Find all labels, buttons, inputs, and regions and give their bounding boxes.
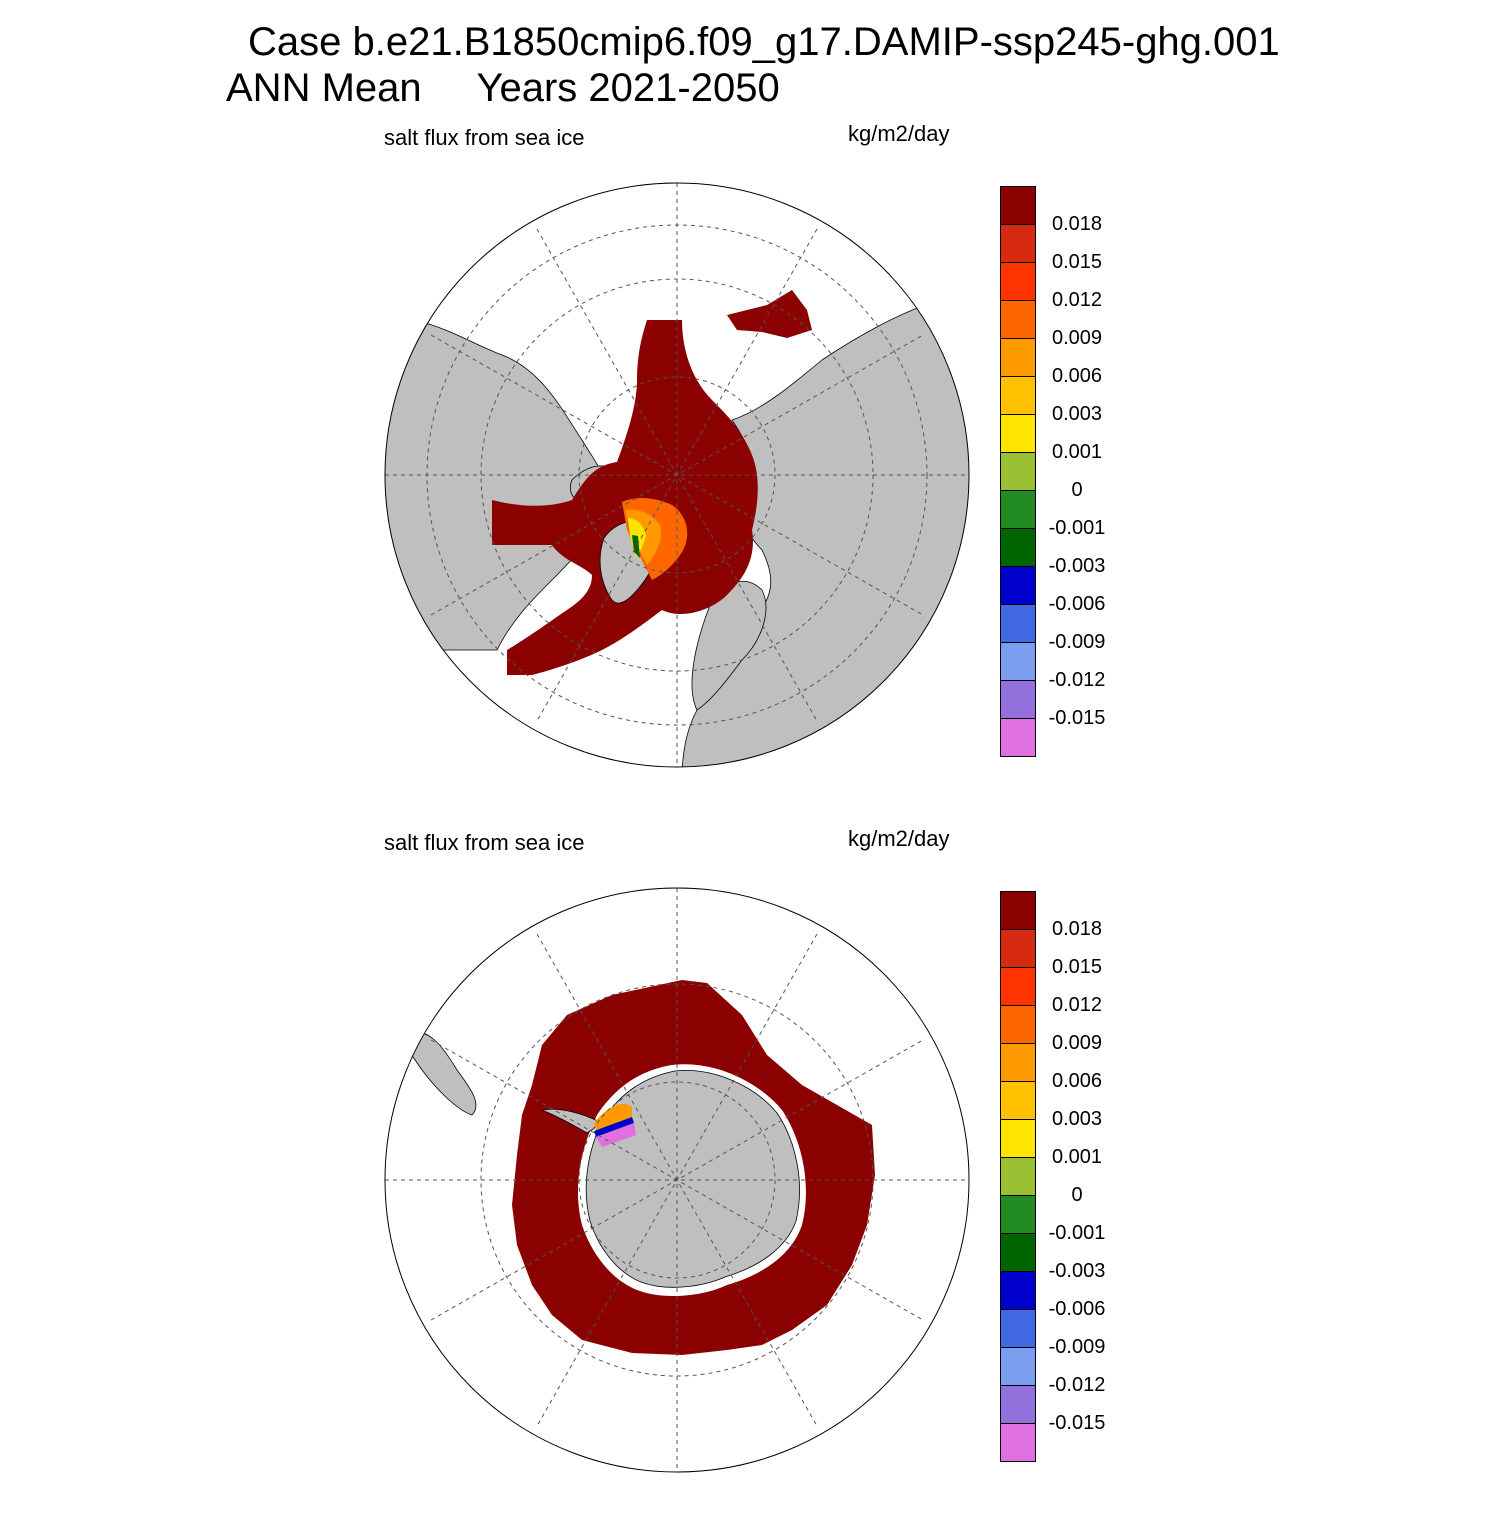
colorbar-tick-label: -0.003 (1048, 555, 1106, 577)
north-units-label: kg/m2/day (848, 121, 950, 146)
flux-weddell-pink (596, 1123, 636, 1147)
colorbar-tick-label: 0.006 (1051, 1070, 1103, 1092)
colorbar-swatch (1000, 338, 1036, 377)
north-variable-label: salt flux from sea ice (384, 125, 585, 150)
colorbar-tick-label: -0.006 (1048, 593, 1106, 615)
colorbar-swatch (1000, 1081, 1036, 1120)
colorbar-swatch (1000, 929, 1036, 968)
south-variable-label: salt flux from sea ice (384, 830, 585, 855)
colorbar-tick-label: -0.009 (1048, 631, 1106, 653)
colorbar-swatch (1000, 680, 1036, 719)
flux-negative-edge (632, 535, 640, 558)
colorbar-swatch (1000, 1309, 1036, 1348)
colorbar-tick-label: -0.012 (1048, 669, 1106, 691)
colorbar-swatch (1000, 1119, 1036, 1158)
colorbar-swatch (1000, 566, 1036, 605)
colorbar-tick-label: -0.009 (1048, 1336, 1106, 1358)
colorbar-tick-label: -0.012 (1048, 1374, 1106, 1396)
colorbar-tick-label: 0.006 (1051, 365, 1103, 387)
sea-ice-bering (727, 290, 812, 338)
colorbar-swatch (1000, 262, 1036, 301)
colorbar-swatch (1000, 376, 1036, 415)
colorbar-tick-label: -0.001 (1048, 1222, 1106, 1244)
colorbar-tick-label: -0.015 (1048, 1412, 1106, 1434)
south-panel: salt flux from sea ice kg/m2/day (0, 825, 1500, 1530)
map-border (384, 182, 970, 768)
land-south-america (405, 1032, 477, 1116)
colorbar-swatch (1000, 1043, 1036, 1082)
graticule (385, 888, 969, 1472)
south-polar-map (384, 887, 970, 1473)
colorbar-swatch (1000, 1233, 1036, 1272)
colorbar-swatch (1000, 1157, 1036, 1196)
colorbar-swatch (1000, 452, 1036, 491)
colorbar-swatch (1000, 1271, 1036, 1310)
colorbar-tick-label: -0.015 (1048, 707, 1106, 729)
colorbar-swatch (1000, 1195, 1036, 1234)
colorbar-tick-label: 0.015 (1051, 251, 1103, 273)
colorbar-tick-label: 0.003 (1051, 403, 1103, 425)
colorbar-swatch (1000, 967, 1036, 1006)
colorbar-swatch (1000, 891, 1036, 930)
north-polar-map (384, 182, 970, 768)
colorbar-swatch (1000, 1423, 1036, 1462)
colorbar-tick-label: 0.012 (1051, 994, 1103, 1016)
colorbar-tick-label: 0.015 (1051, 956, 1103, 978)
flux-weddell-blue (594, 1117, 634, 1137)
land-antarctica (585, 1070, 800, 1288)
colorbar-swatch (1000, 1385, 1036, 1424)
colorbar-tick-label: -0.006 (1048, 1298, 1106, 1320)
flux-weddell-orange (594, 1103, 632, 1131)
figure-title-line1: Case b.e21.B1850cmip6.f09_g17.DAMIP-ssp2… (248, 20, 1280, 64)
colorbar-tick-label: 0.012 (1051, 289, 1103, 311)
north-panel: salt flux from sea ice kg/m2/day (0, 120, 1500, 825)
graticule (385, 183, 969, 767)
figure-title-line2: ANN Mean Years 2021-2050 (226, 66, 780, 110)
colorbar-swatch (1000, 414, 1036, 453)
colorbar-tick-label: 0.018 (1051, 918, 1103, 940)
south-units-label: kg/m2/day (848, 826, 950, 851)
sea-ice-antarctic (512, 980, 875, 1355)
colorbar-tick-label: 0.001 (1051, 441, 1103, 463)
colorbar-swatch (1000, 224, 1036, 263)
colorbar-swatch (1000, 718, 1036, 757)
colorbar-swatch (1000, 490, 1036, 529)
land-antarctic-peninsula (540, 1108, 603, 1134)
colorbar-swatch (1000, 528, 1036, 567)
colorbar-swatch (1000, 604, 1036, 643)
colorbar-swatch (1000, 642, 1036, 681)
colorbar-swatch (1000, 1005, 1036, 1044)
map-border (384, 887, 970, 1473)
colorbar-swatch (1000, 1347, 1036, 1386)
colorbar-tick-label: 0.009 (1051, 1032, 1103, 1054)
colorbar-tick-label: -0.003 (1048, 1260, 1106, 1282)
colorbar-tick-label: 0 (1071, 1184, 1083, 1206)
colorbar-swatch (1000, 300, 1036, 339)
colorbar-tick-label: 0.001 (1051, 1146, 1103, 1168)
colorbar-tick-label: 0.003 (1051, 1108, 1103, 1130)
sea-ice-arctic (492, 320, 758, 675)
colorbar-tick-label: 0.009 (1051, 327, 1103, 349)
colorbar-swatch (1000, 186, 1036, 225)
colorbar-tick-label: -0.001 (1048, 517, 1106, 539)
colorbar-tick-label: 0 (1071, 479, 1083, 501)
colorbar-tick-label: 0.018 (1051, 213, 1103, 235)
